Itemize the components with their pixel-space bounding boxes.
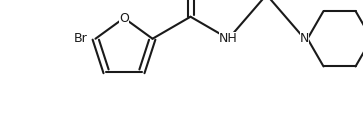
Text: O: O xyxy=(119,12,129,25)
Text: NH: NH xyxy=(219,32,238,45)
Text: N: N xyxy=(300,32,309,45)
Text: Br: Br xyxy=(74,32,87,45)
